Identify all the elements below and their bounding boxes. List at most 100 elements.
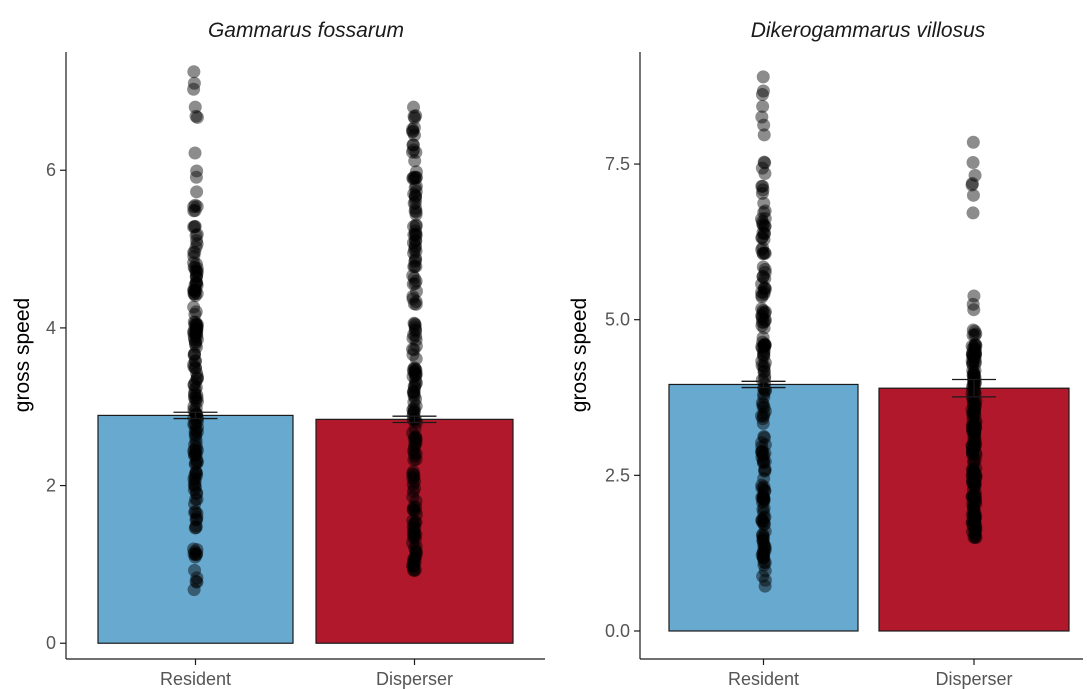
- point-disperser: [968, 434, 982, 448]
- point-disperser: [965, 419, 979, 433]
- point-resident: [756, 312, 770, 326]
- point-resident: [758, 219, 772, 233]
- point-disperser: [967, 418, 981, 432]
- point-disperser: [966, 341, 980, 355]
- point-resident: [189, 270, 203, 284]
- point-disperser: [966, 297, 980, 311]
- point-disperser: [966, 357, 980, 371]
- point-resident: [190, 506, 204, 520]
- point-resident: [187, 391, 201, 405]
- point-resident: [190, 265, 204, 279]
- point-resident: [758, 455, 772, 469]
- point-disperser: [406, 560, 420, 574]
- point-resident: [190, 420, 204, 434]
- point-resident: [189, 548, 203, 562]
- point-resident: [190, 486, 204, 500]
- point-disperser: [965, 385, 979, 399]
- point-resident: [755, 186, 769, 200]
- point-resident: [755, 373, 769, 387]
- point-resident: [188, 417, 202, 431]
- point-disperser: [967, 366, 981, 380]
- point-disperser: [408, 111, 422, 125]
- point-disperser: [409, 259, 423, 273]
- point-resident: [188, 505, 202, 519]
- point-disperser: [409, 201, 423, 215]
- point-disperser: [968, 426, 982, 440]
- point-disperser: [965, 443, 979, 457]
- point-resident: [187, 483, 201, 497]
- point-resident: [187, 82, 201, 96]
- point-disperser: [965, 439, 979, 453]
- point-disperser: [408, 259, 422, 273]
- point-disperser: [408, 234, 422, 248]
- point-disperser: [968, 527, 982, 541]
- point-resident: [187, 444, 201, 458]
- point-resident: [757, 285, 771, 299]
- point-disperser: [408, 381, 422, 395]
- point-resident: [756, 533, 770, 547]
- point-resident: [187, 547, 201, 561]
- point-disperser: [966, 519, 980, 533]
- point-resident: [758, 556, 772, 570]
- point-resident: [190, 237, 204, 251]
- point-disperser: [409, 545, 423, 559]
- point-resident: [187, 360, 201, 374]
- point-disperser: [969, 339, 983, 353]
- point-resident: [188, 448, 202, 462]
- point-disperser: [408, 526, 422, 540]
- point-disperser: [969, 497, 983, 511]
- point-disperser: [409, 184, 423, 198]
- point-resident: [758, 204, 772, 218]
- point-resident: [188, 361, 202, 375]
- point-resident: [190, 453, 204, 467]
- point-resident: [757, 287, 771, 301]
- point-resident: [756, 502, 770, 516]
- point-resident: [755, 444, 769, 458]
- point-resident: [757, 227, 771, 241]
- point-disperser: [969, 471, 983, 485]
- point-disperser: [407, 525, 421, 539]
- point-disperser: [967, 491, 981, 505]
- point-resident: [189, 323, 203, 337]
- y-tick-label: 2.5: [605, 465, 630, 485]
- point-resident: [190, 329, 204, 343]
- point-resident: [758, 484, 772, 498]
- point-disperser: [968, 530, 982, 544]
- point-disperser: [967, 465, 981, 479]
- point-disperser: [408, 366, 422, 380]
- point-resident: [187, 287, 201, 301]
- point-resident: [189, 492, 203, 506]
- point-resident: [758, 542, 772, 556]
- point-resident: [189, 264, 203, 278]
- point-resident: [189, 448, 203, 462]
- point-disperser: [409, 528, 423, 542]
- point-resident: [190, 371, 204, 385]
- point-resident: [187, 348, 201, 362]
- point-disperser: [968, 168, 982, 182]
- point-disperser: [966, 406, 980, 420]
- panel-title: Gammarus fossarum: [208, 19, 404, 42]
- point-resident: [755, 230, 769, 244]
- point-disperser: [409, 192, 423, 206]
- point-disperser: [408, 368, 422, 382]
- point-resident: [755, 490, 769, 504]
- point-resident: [189, 335, 203, 349]
- point-resident: [758, 524, 772, 538]
- point-resident: [190, 372, 204, 386]
- point-disperser: [966, 468, 980, 482]
- point-disperser: [409, 399, 423, 413]
- point-disperser: [968, 416, 982, 430]
- point-resident: [756, 218, 770, 232]
- point-disperser: [408, 172, 422, 186]
- point-disperser: [968, 342, 982, 356]
- point-disperser: [966, 346, 980, 360]
- point-disperser: [968, 513, 982, 527]
- point-disperser: [965, 490, 979, 504]
- point-disperser: [967, 420, 981, 434]
- point-disperser: [408, 323, 422, 337]
- point-disperser: [408, 224, 422, 238]
- point-resident: [757, 365, 771, 379]
- point-disperser: [409, 507, 423, 521]
- point-resident: [189, 327, 203, 341]
- point-disperser: [967, 289, 981, 303]
